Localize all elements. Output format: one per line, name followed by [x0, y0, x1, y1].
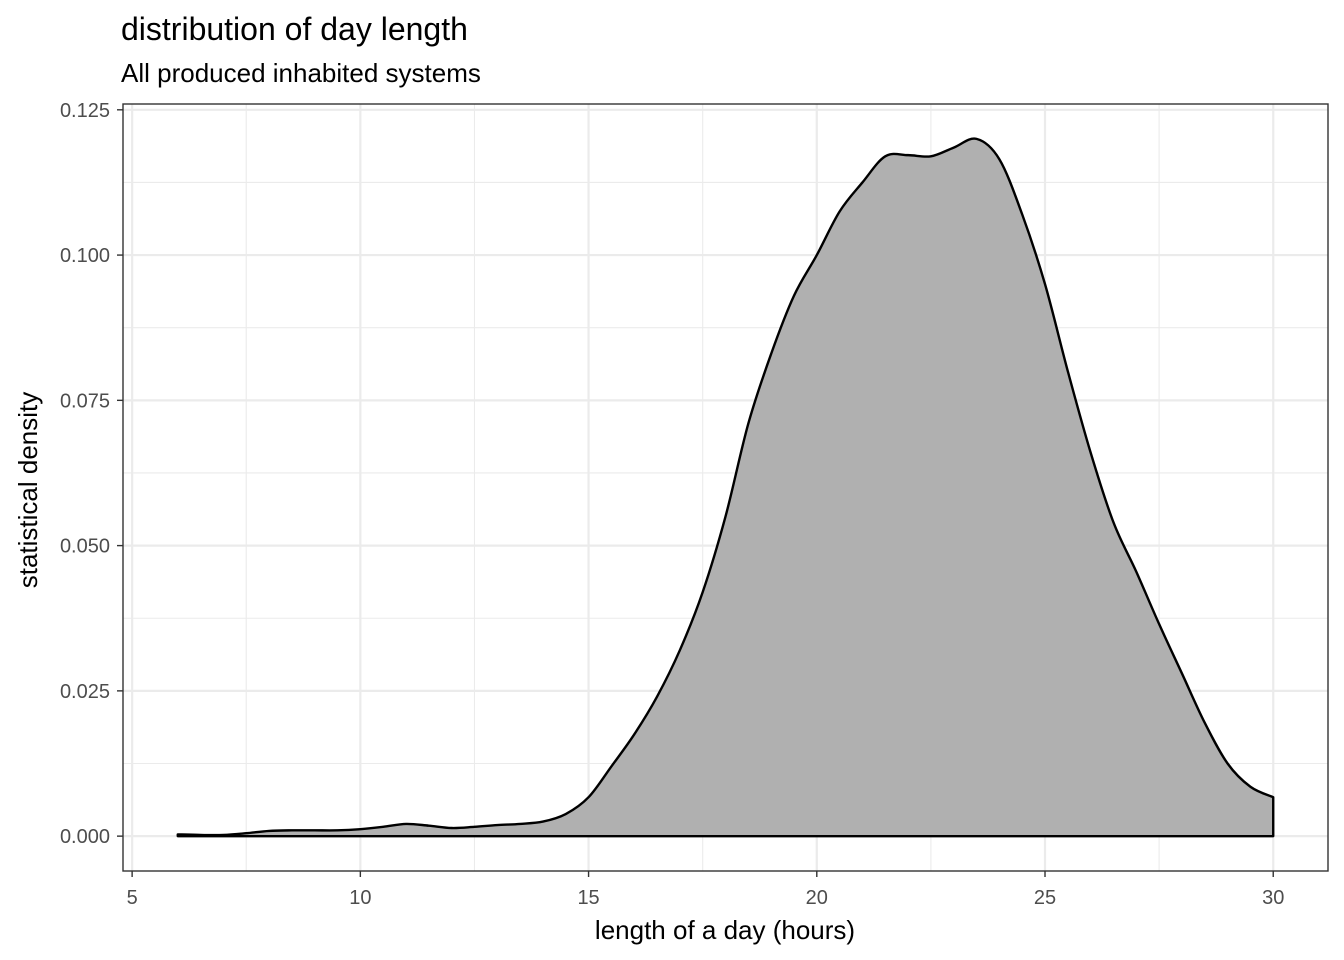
- x-tick-label: 20: [806, 887, 828, 909]
- y-tick-label: 0.050: [60, 536, 110, 558]
- y-axis-title: statistical density: [13, 392, 43, 589]
- y-tick-label: 0.075: [60, 390, 110, 412]
- x-axis-title: length of a day (hours): [595, 915, 855, 945]
- x-tick-label: 10: [349, 887, 371, 909]
- x-tick-label: 25: [1034, 887, 1056, 909]
- data-layer: [176, 137, 1275, 838]
- x-tick-label: 15: [577, 887, 599, 909]
- chart-subtitle: All produced inhabited systems: [121, 58, 481, 88]
- y-tick-label: 0.125: [60, 100, 110, 122]
- density-area: [176, 137, 1275, 838]
- x-tick-label: 5: [127, 887, 138, 909]
- panel-border: [122, 103, 1329, 872]
- y-tick-label: 0.100: [60, 245, 110, 267]
- chart-title: distribution of day length: [121, 11, 468, 47]
- y-tick-label: 0.025: [60, 681, 110, 703]
- axes: 5 10 15 20 25 30 0.000 0.025 0.050 0.075 0.100 0.12…: [60, 100, 1284, 909]
- y-tick-label: 0.000: [60, 826, 110, 848]
- x-tick-label: 30: [1262, 887, 1284, 909]
